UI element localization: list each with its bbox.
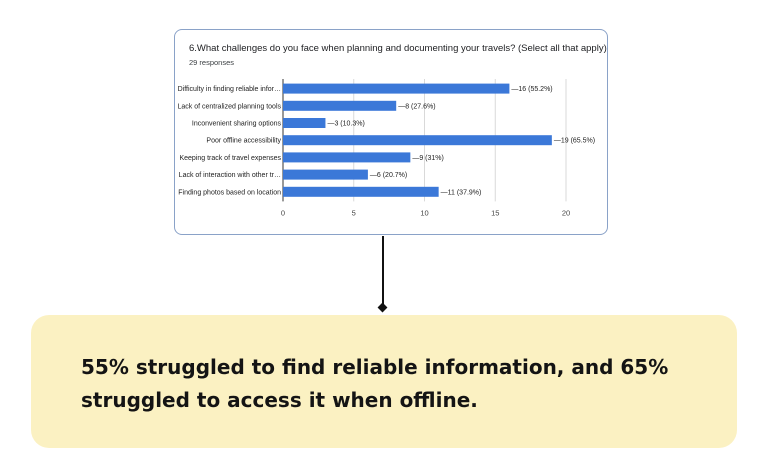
callout-text: 55% struggled to find reliable informati… [81,355,669,412]
data-label: —3 (10.3%) [327,121,364,128]
data-label: —8 (27.6%) [398,103,435,110]
category-label: Poor offline accessibility [206,138,281,145]
data-label: —6 (20.7%) [370,172,407,179]
category-label: Lack of interaction with other tr… [179,172,281,179]
category-label: Inconvenient sharing options [192,121,282,128]
data-label: —11 (37.9%) [441,189,482,196]
bar [283,83,510,94]
category-label: Difficulty in finding reliable infor… [178,86,281,93]
bar [283,135,552,146]
survey-chart-card: 6.What challenges do you face when plann… [174,29,608,235]
category-label: Keeping track of travel expenses [179,155,281,162]
connector-diamond [377,302,388,313]
x-tick-label: 5 [352,208,356,217]
response-count: 29 responses [189,58,235,67]
data-label: —19 (65.5%) [554,138,595,145]
category-label: Finding photos based on location [178,189,281,196]
bar [283,100,397,111]
x-tick-label: 0 [281,208,285,217]
x-tick-label: 15 [491,208,499,217]
bar-chart: 0 5 10 15 20 Difficulty in finding reliable i… [177,79,595,217]
data-label: —9 (31%) [412,155,444,162]
bar [283,169,368,180]
connector-line [382,236,384,306]
bar [283,152,411,163]
data-label: —16 (55.2%) [511,86,552,93]
insight-callout: 55% struggled to find reliable informati… [31,315,737,448]
category-label: Lack of centralized planning tools [177,103,281,110]
bar [283,186,439,197]
bar [283,118,326,128]
x-tick-label: 20 [562,208,570,217]
question-title: 6.What challenges do you face when plann… [189,43,607,54]
x-tick-label: 10 [420,208,428,217]
